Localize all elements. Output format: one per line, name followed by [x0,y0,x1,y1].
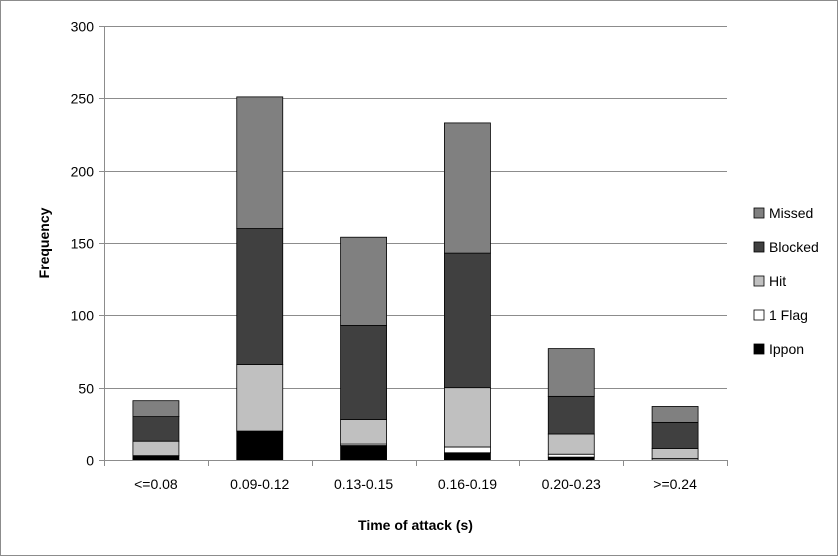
bar-segment-blocked [444,252,491,389]
x-tick-label: >=0.24 [653,476,697,492]
legend-swatch-missed [753,207,765,219]
legend-label-1-flag: 1 Flag [769,307,808,323]
bar-segment-1-flag [444,446,491,454]
legend-swatch-hit [753,275,765,287]
y-tick-label: 150 [71,236,95,252]
bar-segment-missed [651,406,699,423]
bar-segment-ippon [132,455,180,461]
bar-segment-hit [444,387,491,448]
bar-segment-blocked [547,395,595,435]
bar-segment-ippon [236,430,284,461]
bar-segment-missed [236,96,284,229]
bar-segment-missed [444,122,491,254]
x-tick-label: 0.16-0.19 [438,476,497,492]
bar-segment-hit [132,440,180,457]
x-tick-label: 0.20-0.23 [542,476,601,492]
bar-segment-missed [340,236,387,326]
y-tick-label: 50 [78,381,94,397]
x-tick-label: 0.09-0.12 [230,476,289,492]
legend-swatch-ippon [753,343,765,355]
bar-segment-ippon [444,452,491,461]
bar-segment-missed [547,348,595,397]
bar-segment-blocked [340,325,387,420]
bars [132,96,699,461]
y-tick-label: 100 [71,308,95,324]
legend-label-missed: Missed [769,205,813,221]
legend: Missed Blocked Hit 1 Flag Ippon [753,205,819,357]
axes [99,26,728,466]
bar-segment-hit [236,364,284,432]
legend-label-hit: Hit [769,273,786,289]
x-tick-label: <=0.08 [134,476,178,492]
bar-segment-blocked [236,228,284,365]
x-axis-title: Time of attack (s) [358,517,473,533]
y-tick-label: 200 [71,164,95,180]
legend-swatch-1-flag [753,309,765,321]
tick-labels: 0 50 100 150 200 250 300 <=0.08 0.09-0.12 0.13-0.… [71,19,697,493]
bar-segment-hit [547,433,595,455]
bar-segment-blocked [651,421,699,449]
bar-segment-ippon [340,445,387,461]
legend-label-ippon: Ippon [769,341,804,357]
bar-segment-hit [340,419,387,445]
x-tick-label: 0.13-0.15 [334,476,393,492]
legend-swatch-blocked [753,241,765,253]
y-axis-title: Frequency [36,207,52,278]
bar-segment-blocked [132,416,180,442]
bar-segment-missed [132,400,180,418]
y-tick-label: 0 [86,453,94,469]
gridlines [104,26,727,389]
bar-segment-ippon [547,456,595,461]
y-tick-label: 300 [71,19,95,35]
y-tick-label: 250 [71,91,95,107]
legend-label-blocked: Blocked [769,239,819,255]
bar-segment-1-flag [547,453,595,458]
bar-segment-hit [651,448,699,459]
